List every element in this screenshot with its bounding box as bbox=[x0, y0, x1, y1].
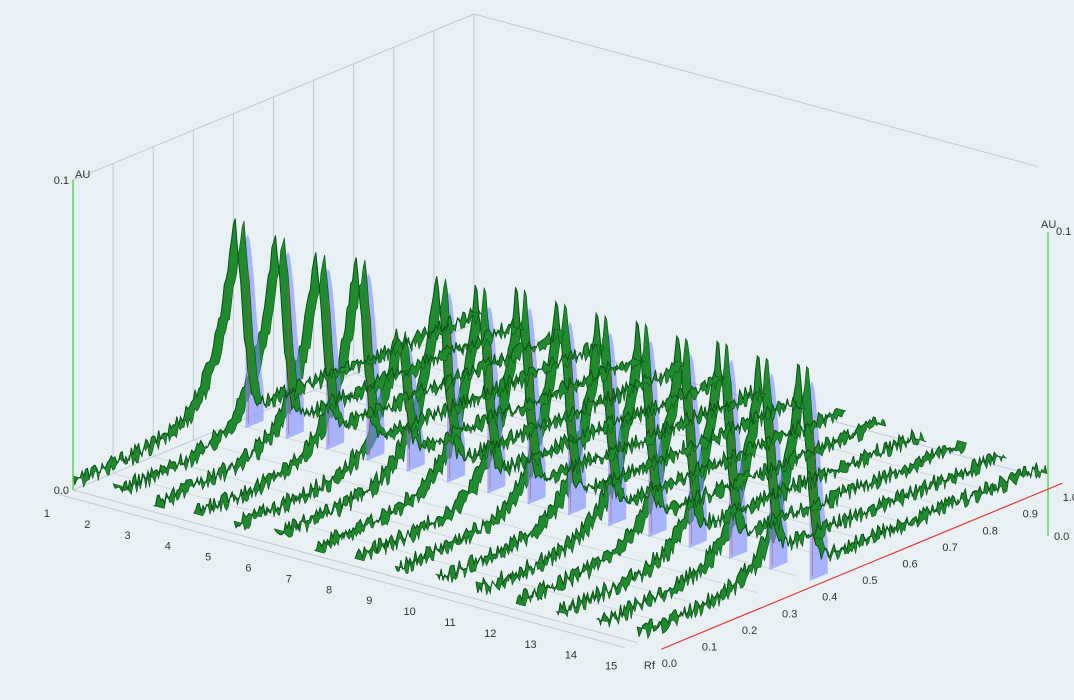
rf-tick-label: 0.5 bbox=[862, 575, 877, 587]
right-wall-top-edge bbox=[474, 14, 1038, 167]
track-tick-label: 1 bbox=[44, 508, 50, 520]
z-right-tick-label: 0.0 bbox=[1054, 531, 1069, 543]
track-tick-label: 3 bbox=[125, 530, 131, 542]
track-tick-label: 2 bbox=[84, 519, 90, 531]
track-tick-label: 11 bbox=[444, 617, 455, 629]
track-tick-label: 4 bbox=[165, 541, 171, 553]
track-tick-label: 12 bbox=[484, 628, 496, 640]
rf-tick-label: 0.0 bbox=[662, 658, 677, 670]
rf-axis-label: Rf bbox=[644, 660, 656, 672]
track-tick-label: 13 bbox=[524, 639, 536, 651]
track-tick-label: 8 bbox=[326, 584, 332, 596]
rf-tick-label: 0.6 bbox=[902, 559, 917, 571]
rf-tick-label: 0.4 bbox=[822, 592, 837, 604]
z-right-tick-label: 0.1 bbox=[1056, 226, 1071, 238]
z-left-unit-label: AU bbox=[75, 169, 90, 181]
z-left-tick-label: 0.1 bbox=[54, 175, 69, 187]
rf-tick-label: 0.8 bbox=[983, 525, 998, 537]
z-left-tick-label: 0.0 bbox=[54, 485, 69, 497]
rf-tick-label: 0.7 bbox=[942, 542, 957, 554]
track-tick-label: 5 bbox=[205, 552, 211, 564]
track-tick-label: 6 bbox=[245, 562, 251, 574]
rf-tick-label: 0.1 bbox=[702, 642, 717, 654]
rf-tick-label: 0.2 bbox=[742, 625, 757, 637]
rf-tick-label: 1.0 bbox=[1063, 492, 1074, 504]
track-tick-label: 9 bbox=[366, 595, 372, 607]
rf-tick-label: 0.3 bbox=[782, 608, 797, 620]
track-tick-label: 14 bbox=[565, 650, 577, 662]
track-tick-label: 15 bbox=[605, 661, 617, 673]
chart-traces bbox=[73, 218, 1047, 638]
track-tick-label: 10 bbox=[404, 606, 416, 618]
z-right-unit-label: AU bbox=[1041, 219, 1056, 231]
track-tick-label: 7 bbox=[286, 573, 292, 585]
floor-grid-line bbox=[113, 473, 677, 626]
rf-tick-label: 0.9 bbox=[1023, 509, 1038, 521]
rf-axis-line bbox=[661, 483, 1062, 649]
